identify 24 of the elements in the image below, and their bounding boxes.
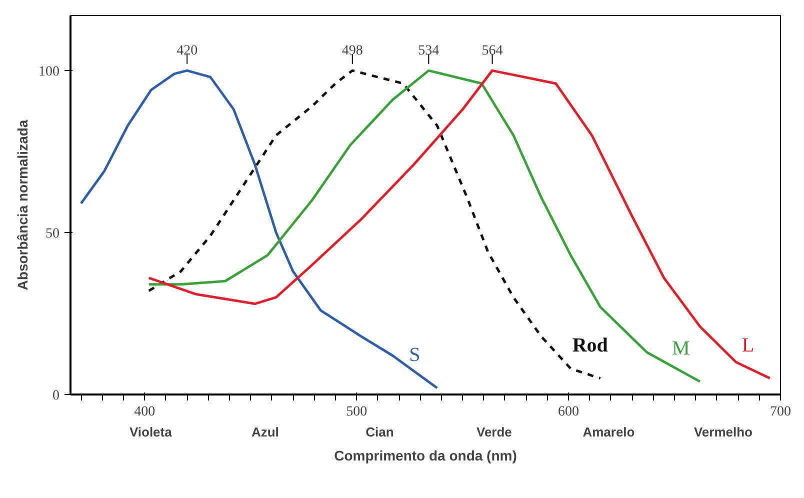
x-tick-label: 600 <box>558 404 580 420</box>
text: Azul <box>251 424 279 440</box>
annotation: 534 <box>418 44 440 59</box>
text: Violeta <box>129 424 173 440</box>
x-tick-label: 500 <box>346 404 368 420</box>
annotation: 564 <box>482 44 503 59</box>
y-tick-label: 100 <box>38 64 60 80</box>
y-tick-label: 50 <box>46 226 60 242</box>
x-tick-label: 400 <box>134 404 156 420</box>
text: Cian <box>366 424 394 440</box>
y-axis-title: Absorbância normalizada <box>14 120 30 290</box>
x-tick-label: 700 <box>770 404 791 420</box>
annotation: 498 <box>342 44 363 59</box>
series-label: M <box>672 338 690 360</box>
text: Verde <box>476 424 512 440</box>
y-tick-label: 0 <box>52 388 60 404</box>
line-series <box>80 69 438 390</box>
annotation: 420 <box>176 44 198 59</box>
series-label: S <box>409 344 420 366</box>
text: Vermelho <box>694 424 753 440</box>
series-label: Rod <box>572 334 608 356</box>
text: Amarelo <box>582 424 635 440</box>
series-label: L <box>742 334 754 356</box>
x-axis-title: Comprimento da onda (nm) <box>334 448 517 464</box>
